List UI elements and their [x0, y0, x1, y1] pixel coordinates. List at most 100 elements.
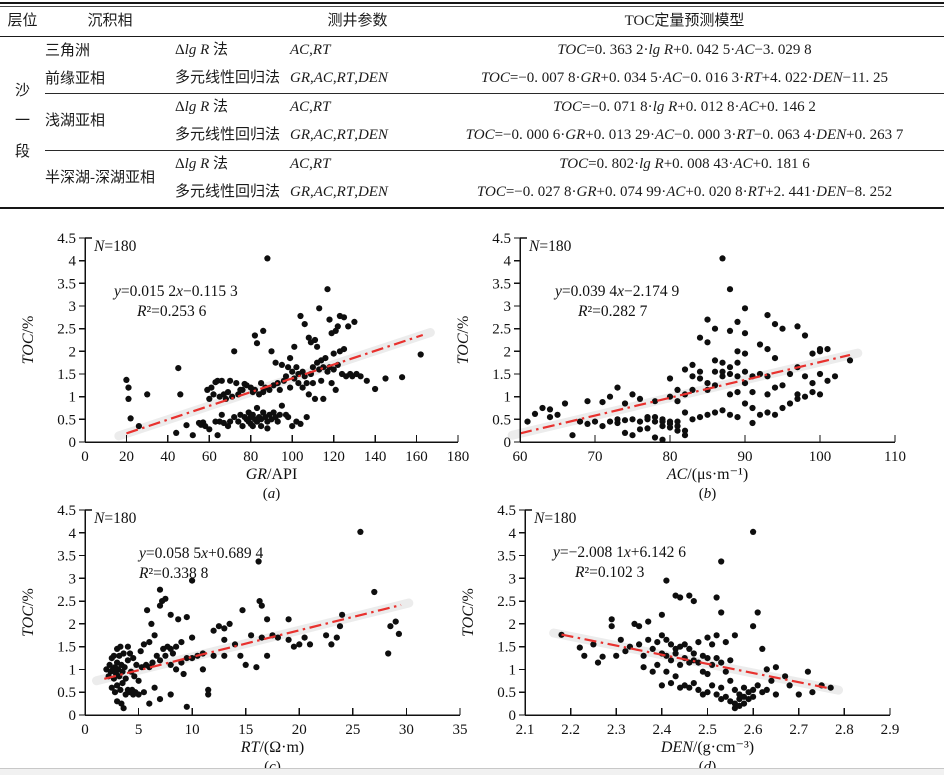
- y-tick-label: 3.5: [57, 549, 76, 565]
- header-horizon: 层位: [0, 7, 45, 37]
- x-tick-label: 180: [447, 449, 470, 465]
- x-tick-label: 2.1: [516, 722, 535, 738]
- x-axis-label: DEN/(g·cm⁻³): [660, 739, 754, 756]
- horizon-vertical-label: 沙 一 段: [14, 83, 30, 160]
- y-axis-label: TOC/%: [20, 588, 37, 637]
- x-tick-label: 2.6: [744, 722, 763, 738]
- params-cell: GR,AC,RT,DEN: [290, 65, 425, 94]
- y-tick-label: 2.5: [492, 322, 511, 338]
- y-tick-label: 1: [69, 662, 77, 678]
- x-tick-label: 80: [243, 449, 258, 465]
- sample-count-label: N=180: [93, 238, 137, 255]
- x-tick-label: 2.4: [653, 722, 672, 738]
- y-tick-label: 1.5: [492, 367, 511, 383]
- panel-label: (d): [699, 759, 717, 775]
- regression-equation: y=0.058 5x+0.689 4: [137, 545, 264, 562]
- regression-equation: y=0.039 4x−2.174 9: [553, 283, 680, 300]
- header-model: TOC定量预测模型: [425, 7, 944, 37]
- model-cell: TOC=−0. 071 8·lg R+0. 012 8·AC+0. 146 2: [553, 99, 816, 116]
- r-squared-label: R²=0.102 3: [574, 564, 645, 581]
- y-tick-label: 4.5: [57, 503, 76, 519]
- sample-count-label: N=180: [93, 510, 137, 527]
- y-tick-label: 0: [504, 435, 512, 451]
- facies-cell: 浅湖亚相: [45, 93, 175, 151]
- x-tick-label: 2.3: [607, 722, 626, 738]
- panel-label: (c): [264, 759, 281, 775]
- model-cell: TOC=−0. 027 8·GR+0. 074 99·AC+0. 020 8·R…: [425, 179, 944, 209]
- y-tick-label: 3: [69, 299, 77, 315]
- y-tick-label: 2: [504, 344, 512, 360]
- table-header-row: 层位 沉积相 测井参数 TOC定量预测模型: [0, 7, 944, 37]
- method-cell: Δlg R 法: [175, 156, 229, 173]
- model-cell: TOC=0. 802·lg R+0. 008 43·AC+0. 181 6: [559, 156, 810, 173]
- x-tick-label: 2.7: [789, 722, 808, 738]
- method-cell: 多元线性回归法: [175, 122, 290, 151]
- table-row: 浅湖亚相 Δlg R 法 AC,RT TOC=−0. 071 8·lg R+0.…: [0, 93, 944, 151]
- panel-label: (a): [263, 486, 281, 502]
- y-tick-label: 2.5: [57, 322, 76, 338]
- y-tick-label: 4.5: [497, 503, 516, 519]
- method-cell: Δlg R 法: [175, 99, 229, 116]
- y-tick-label: 4: [69, 526, 77, 542]
- x-tick-label: 120: [322, 449, 345, 465]
- x-tick-label: 25: [345, 722, 360, 738]
- method-cell: Δlg R 法: [175, 42, 229, 59]
- y-axis-label: TOC/%: [460, 588, 477, 637]
- trend-line: [104, 603, 402, 680]
- x-tick-label: 20: [292, 722, 307, 738]
- y-tick-label: 4.5: [57, 231, 76, 247]
- y-axis-label: TOC/%: [20, 316, 37, 365]
- y-tick-label: 1: [69, 390, 77, 406]
- y-tick-label: 2: [69, 617, 77, 633]
- y-tick-label: 0.5: [492, 412, 511, 428]
- x-tick-label: 80: [663, 449, 678, 465]
- params-cell: AC,RT: [290, 156, 331, 173]
- y-tick-label: 2: [69, 344, 77, 360]
- x-tick-label: 40: [160, 449, 175, 465]
- scatter-plot-a: 0 0.5 1 1.5 2 2.5 3 3.5 4 4.5 0 20 40 60 80 100 120 140 16…: [20, 231, 469, 502]
- x-tick-label: 160: [405, 449, 428, 465]
- y-tick-label: 0: [509, 708, 517, 724]
- x-tick-label: 2.5: [698, 722, 717, 738]
- scatter-plot-c: 0 0.5 1 1.5 2 2.5 3 3.5 4 4.5 0 5 10 15 20 25 30 35 RT/(Ω·…: [20, 503, 468, 775]
- x-tick-label: 10: [185, 722, 200, 738]
- x-tick-label: 20: [119, 449, 134, 465]
- table-row: 多元线性回归法 GR,AC,RT,DEN TOC=−0. 007 8·GR+0.…: [0, 65, 944, 94]
- table-top-rule-thin: [0, 6, 944, 7]
- y-tick-label: 4: [69, 254, 77, 270]
- y-tick-label: 1: [504, 390, 512, 406]
- model-cell: TOC=−0. 000 6·GR+0. 013 29·AC−0. 000 3·R…: [425, 122, 944, 151]
- x-tick-label: 2.2: [561, 722, 580, 738]
- header-method: [175, 7, 290, 37]
- x-tick-label: 2.9: [881, 722, 900, 738]
- x-tick-label: 2.8: [835, 722, 854, 738]
- scatter-plot-b: 0 0.5 1 1.5 2 2.5 3 3.5 4 4.5 60 70 80 90 100 110 AC/(μs…: [455, 231, 906, 502]
- trend-line: [126, 333, 424, 435]
- y-tick-label: 4: [504, 254, 512, 270]
- y-tick-label: 2: [509, 617, 517, 633]
- params-cell: AC,RT: [290, 42, 331, 59]
- x-tick-label: 60: [513, 449, 528, 465]
- data-points: [524, 255, 854, 443]
- x-tick-label: 100: [281, 449, 304, 465]
- panel-label: (b): [699, 486, 717, 502]
- params-cell: GR,AC,RT,DEN: [290, 122, 425, 151]
- header-facies: 沉积相: [45, 7, 175, 37]
- y-tick-label: 3: [69, 571, 77, 587]
- trend-line: [519, 353, 851, 435]
- y-tick-label: 1.5: [497, 640, 516, 656]
- y-tick-label: 0: [69, 435, 77, 451]
- x-tick-label: 100: [809, 449, 832, 465]
- table-row: 沙 一 段 三角洲 前缘亚相 Δlg R 法 AC,RT TOC=0. 363 …: [0, 36, 944, 209]
- x-tick-label: 0: [81, 449, 89, 465]
- y-tick-label: 3.5: [492, 276, 511, 292]
- params-cell: GR,AC,RT,DEN: [290, 179, 425, 209]
- table-row: 多元线性回归法 GR,AC,RT,DEN TOC=−0. 027 8·GR+0.…: [0, 179, 944, 209]
- r-squared-label: R²=0.338 8: [138, 565, 209, 582]
- trend-line: [561, 633, 831, 690]
- data-points: [103, 528, 402, 712]
- x-tick-label: 60: [202, 449, 217, 465]
- params-cell: AC,RT: [290, 99, 331, 116]
- table-row: 多元线性回归法 GR,AC,RT,DEN TOC=−0. 000 6·GR+0.…: [0, 122, 944, 151]
